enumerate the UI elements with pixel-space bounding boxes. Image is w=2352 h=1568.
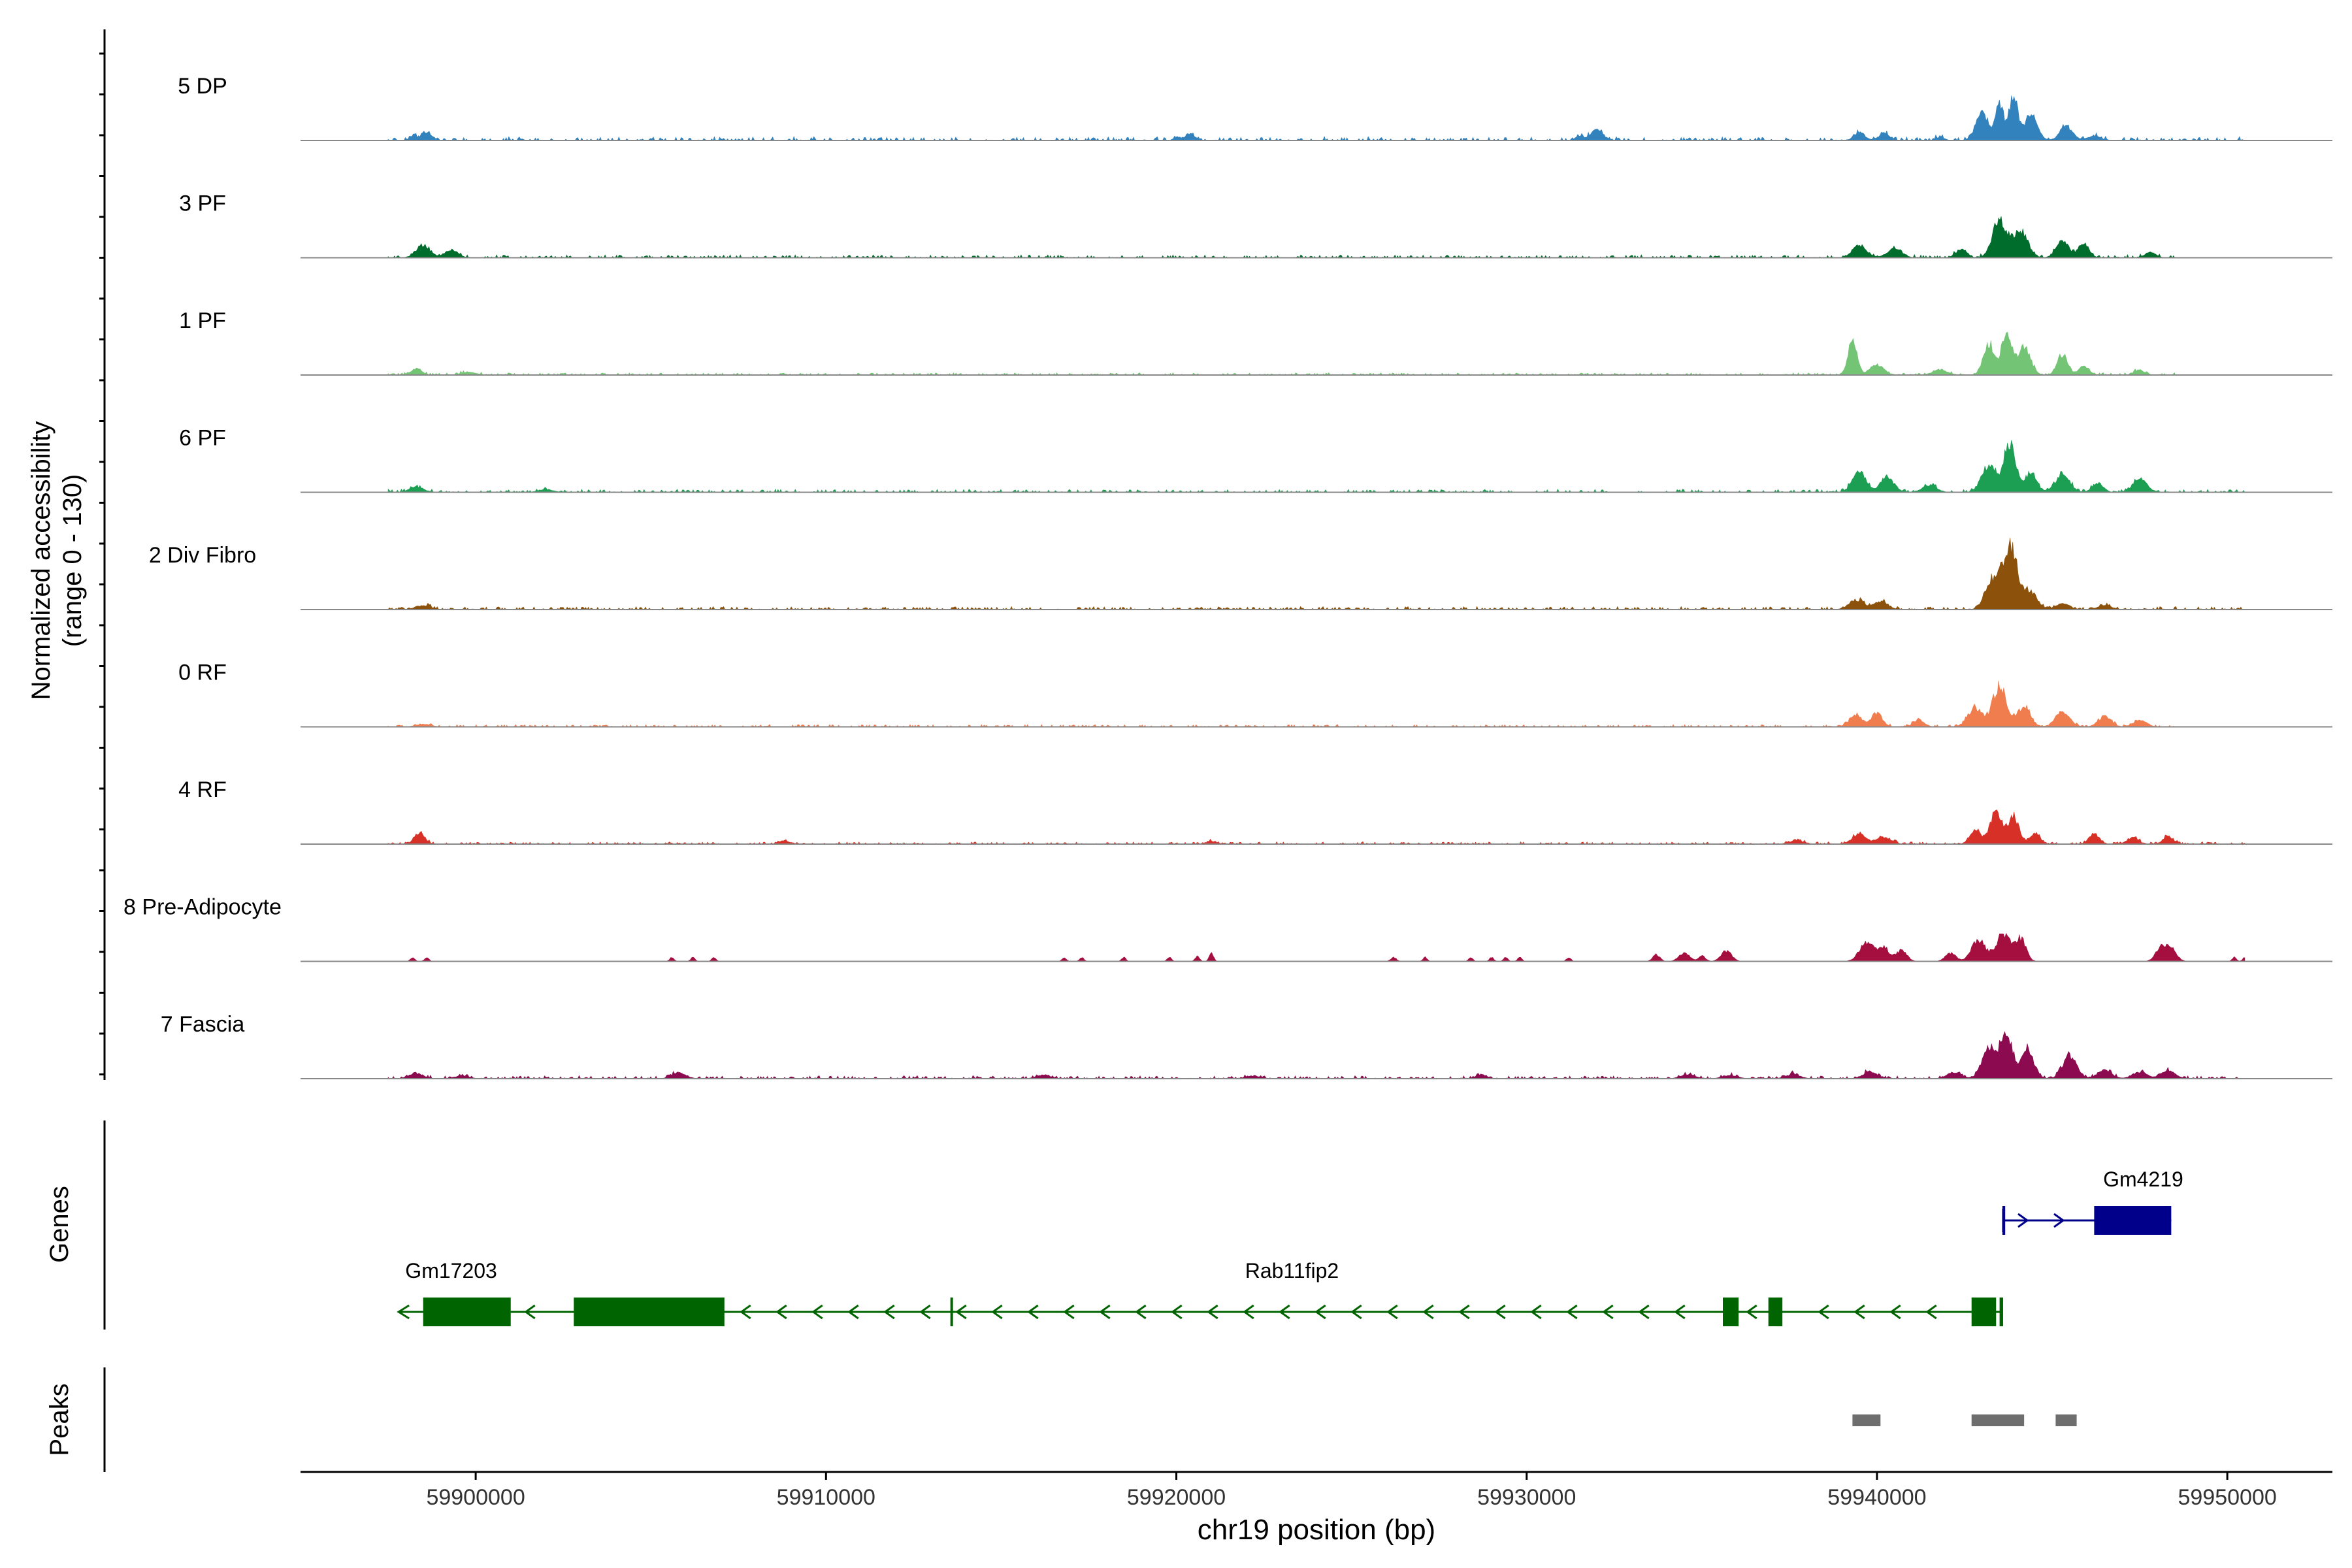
coverage-area-3 <box>387 440 2246 493</box>
strand-arrow <box>1207 1304 1218 1320</box>
genes-track-title: Genes <box>45 1186 74 1263</box>
gene-label-1: Gm17203 <box>405 1259 497 1282</box>
x-tick-label: 59920000 <box>1127 1485 1226 1510</box>
gene-exon <box>574 1298 725 1326</box>
strand-arrow <box>1638 1304 1650 1320</box>
track-label-0: 5 DP <box>178 74 227 99</box>
strand-arrow <box>1422 1304 1434 1320</box>
strand-arrow <box>2017 1213 2029 1228</box>
strand-arrow <box>1279 1304 1290 1320</box>
strand-arrow <box>1818 1304 1829 1320</box>
strand-arrow <box>1458 1304 1470 1320</box>
peaks-track-title: Peaks <box>45 1383 74 1456</box>
strand-arrow <box>1889 1304 1901 1320</box>
strand-arrow <box>955 1304 967 1320</box>
gene-exon <box>2094 1206 2172 1235</box>
x-tick-label: 59930000 <box>1477 1485 1576 1510</box>
strand-arrow <box>397 1304 410 1320</box>
x-tick-label: 59940000 <box>1827 1485 1926 1510</box>
x-tick-label: 59910000 <box>777 1485 875 1510</box>
gene-label-0: Gm4219 <box>2103 1168 2183 1191</box>
strand-arrow <box>1171 1304 1183 1320</box>
track-label-1: 3 PF <box>179 191 226 216</box>
coverage-area-6 <box>387 809 2246 845</box>
gene-label-2: Rab11fip2 <box>1245 1259 1339 1282</box>
gene-exon <box>1999 1298 2003 1326</box>
track-labels: 5 DP 3 PF 1 PF 6 PF 2 Div Fibro 0 RF 4 RF 8 Pre… <box>123 74 282 1037</box>
strand-arrow <box>1099 1304 1111 1320</box>
strand-arrow <box>1350 1304 1362 1320</box>
coverage-area-1 <box>387 216 2175 259</box>
track-label-6: 4 RF <box>178 777 227 802</box>
peak-region <box>1971 1414 2025 1426</box>
coverage-area-0 <box>387 95 2246 141</box>
strand-arrow <box>1063 1304 1075 1320</box>
strand-arrow <box>883 1304 895 1320</box>
track-label-3: 6 PF <box>179 426 226 451</box>
genes-track: Gm4219 Gm17203 Rab11fip2 <box>397 1168 2183 1326</box>
strand-arrow <box>776 1304 787 1320</box>
coverage-tracks <box>301 95 2332 1079</box>
coverage-area-7 <box>388 932 2246 962</box>
strand-arrow <box>1530 1304 1542 1320</box>
strand-arrow <box>524 1304 536 1320</box>
gene-exon <box>423 1298 511 1326</box>
coverage-area-5 <box>387 680 2175 728</box>
coverage-area-4 <box>387 538 2246 610</box>
strand-arrow <box>1602 1304 1614 1320</box>
track-label-5: 0 RF <box>178 661 227 685</box>
peak-region <box>1852 1414 1881 1426</box>
strand-arrow <box>1494 1304 1506 1320</box>
strand-arrow <box>1566 1304 1578 1320</box>
strand-arrow <box>1925 1304 1937 1320</box>
x-axis-title: chr19 position (bp) <box>1198 1514 1435 1546</box>
gene-exon <box>1723 1298 1739 1326</box>
gene-exon <box>1971 1298 1997 1326</box>
track-label-2: 1 PF <box>179 308 226 333</box>
peaks-track <box>1852 1414 2077 1426</box>
peak-region <box>2055 1414 2077 1426</box>
strand-arrow <box>919 1304 931 1320</box>
strand-arrow <box>1674 1304 1686 1320</box>
axes: 59900000 59910000 59920000 59930000 59940000… <box>99 29 2332 1510</box>
coverage-area-8 <box>387 1031 2245 1079</box>
x-ticks: 59900000 59910000 59920000 59930000 59940000… <box>426 1472 2277 1510</box>
y-axis-title-line1: Normalized accessibility <box>27 421 56 700</box>
track-label-4: 2 Div Fibro <box>149 543 256 568</box>
strand-arrow <box>740 1304 751 1320</box>
gene-exon <box>1768 1298 1783 1326</box>
strand-arrow <box>1746 1304 1757 1320</box>
strand-arrow <box>1315 1304 1326 1320</box>
strand-arrow <box>1027 1304 1039 1320</box>
strand-arrow <box>1243 1304 1254 1320</box>
strand-arrow <box>847 1304 859 1320</box>
strand-arrow <box>1854 1304 1865 1320</box>
gene-exon <box>950 1298 953 1326</box>
x-tick-label: 59950000 <box>2178 1485 2276 1510</box>
track-label-8: 7 Fascia <box>161 1012 245 1037</box>
x-tick-label: 59900000 <box>426 1485 525 1510</box>
strand-arrow <box>991 1304 1003 1320</box>
strand-arrow <box>1135 1304 1147 1320</box>
y-ticks <box>99 52 105 1075</box>
strand-arrow <box>2053 1213 2065 1228</box>
coverage-area-2 <box>387 332 2175 376</box>
y-axis-title-line2: (range 0 - 130) <box>58 474 87 647</box>
track-label-7: 8 Pre-Adipocyte <box>123 895 282 920</box>
strand-arrow <box>811 1304 823 1320</box>
strand-arrow <box>1386 1304 1398 1320</box>
